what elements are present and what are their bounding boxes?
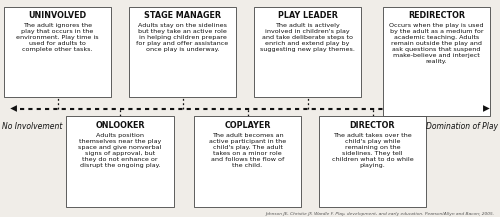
Text: STAGE MANAGER: STAGE MANAGER: [144, 11, 221, 20]
Text: COPLAYER: COPLAYER: [224, 121, 270, 130]
FancyBboxPatch shape: [66, 116, 174, 207]
FancyBboxPatch shape: [319, 116, 426, 207]
Text: The adult takes over the
child's play while
remaining on the
sidelines. They tel: The adult takes over the child's play wh…: [332, 133, 413, 168]
FancyBboxPatch shape: [383, 7, 490, 116]
Text: Occurs when the play is used
by the adult as a medium for
academic teaching. Adu: Occurs when the play is used by the adul…: [389, 23, 484, 64]
Text: PLAY LEADER: PLAY LEADER: [278, 11, 338, 20]
FancyBboxPatch shape: [194, 116, 301, 207]
Text: DIRECTOR: DIRECTOR: [350, 121, 395, 130]
Text: ONLOOKER: ONLOOKER: [95, 121, 145, 130]
FancyBboxPatch shape: [4, 7, 111, 97]
Text: Domination of Play: Domination of Play: [426, 122, 498, 130]
FancyBboxPatch shape: [254, 7, 361, 97]
Text: The adult ignores the
play that occurs in the
environment. Play time is
used for: The adult ignores the play that occurs i…: [16, 23, 99, 52]
Text: Adults position
themselves near the play
space and give nonverbal
signs of appro: Adults position themselves near the play…: [78, 133, 162, 168]
Text: The adult becomes an
active participant in the
child's play. The adult
takes on : The adult becomes an active participant …: [209, 133, 286, 168]
FancyBboxPatch shape: [129, 7, 236, 97]
Text: The adult is actively
involved in children's play
and take deliberate steps to
e: The adult is actively involved in childr…: [260, 23, 355, 52]
Text: Adults stay on the sidelines
but they take an active role
in helping children pr: Adults stay on the sidelines but they ta…: [136, 23, 228, 52]
Text: No Involvement: No Involvement: [2, 122, 63, 130]
Text: REDIRECTOR: REDIRECTOR: [408, 11, 465, 20]
Text: UNINVOLVED: UNINVOLVED: [28, 11, 86, 20]
Text: Johnson JE, Christie JF, Wardle F. Play, development, and early education. Pears: Johnson JE, Christie JF, Wardle F. Play,…: [266, 212, 495, 216]
